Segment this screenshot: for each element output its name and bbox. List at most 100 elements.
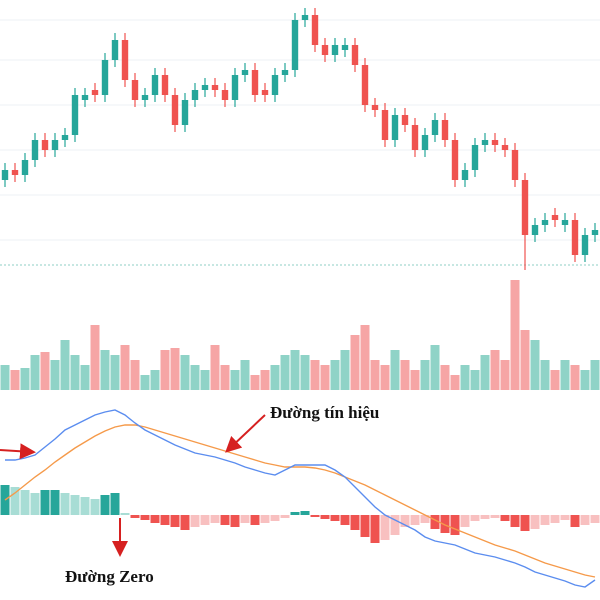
annotation: Đường Zero <box>65 567 154 586</box>
volume-bar <box>190 365 200 390</box>
histogram-bar <box>530 515 540 529</box>
candle-body <box>41 140 49 150</box>
histogram-bar <box>220 515 230 525</box>
volume-bar <box>430 345 440 390</box>
volume-bar <box>10 370 20 390</box>
candle-body <box>121 40 129 80</box>
histogram-bar <box>130 515 140 518</box>
histogram-bar <box>290 512 300 515</box>
candle-body <box>191 90 199 100</box>
volume-bar <box>350 335 360 390</box>
candle-body <box>381 110 389 140</box>
grid <box>0 19 600 241</box>
histogram-bar <box>310 515 320 517</box>
volume-bar <box>540 360 550 390</box>
histogram-bar <box>250 515 260 525</box>
volume-bar <box>40 352 50 390</box>
volume-bar <box>410 370 420 390</box>
volume-bar <box>80 365 90 390</box>
candle-body <box>301 15 309 20</box>
candle-body <box>551 215 559 220</box>
histogram-bar <box>390 515 400 535</box>
candle-body <box>141 95 149 100</box>
candle-body <box>591 230 599 235</box>
histogram-bar <box>340 515 350 525</box>
candle-body <box>161 75 169 95</box>
histogram-bar <box>410 515 420 525</box>
histogram-bar <box>80 497 90 515</box>
histogram-bar <box>560 515 570 520</box>
candle-body <box>431 120 439 135</box>
histogram-bar <box>450 515 460 535</box>
histogram-bar <box>510 515 520 527</box>
histogram-bar <box>570 515 580 527</box>
histogram-bar <box>360 515 370 537</box>
volume-bar <box>300 355 310 390</box>
candle-body <box>261 90 269 95</box>
candle-body <box>71 95 79 135</box>
volume-bar <box>320 365 330 390</box>
volume-bar <box>100 350 110 390</box>
histogram-bar <box>160 515 170 525</box>
volume-bar <box>160 350 170 390</box>
histogram-bar <box>120 513 130 515</box>
volume-bar <box>200 370 210 390</box>
volume-bar <box>590 360 600 390</box>
candle-body <box>81 95 89 100</box>
candle-body <box>481 140 489 145</box>
volume-bar <box>290 350 300 390</box>
histogram-bar <box>260 515 270 523</box>
candle-body <box>461 170 469 180</box>
candle-body <box>561 220 569 225</box>
volume-bar <box>0 365 10 390</box>
signal-line <box>4 424 596 578</box>
candle-body <box>211 85 219 90</box>
candle-body <box>221 90 229 100</box>
histogram-bar <box>270 515 280 521</box>
candle-body <box>521 180 529 235</box>
volume-bar <box>570 365 580 390</box>
volume-bar <box>560 360 570 390</box>
volume-bar <box>110 355 120 390</box>
candle-body <box>491 140 499 145</box>
candle-body <box>531 225 539 235</box>
marks <box>0 8 600 588</box>
candle-body <box>11 170 19 175</box>
histogram-bar <box>110 493 120 515</box>
histogram-bar <box>330 515 340 521</box>
volume-bar <box>340 350 350 390</box>
histogram-bar <box>50 490 60 515</box>
histogram-bar <box>190 515 200 527</box>
histogram-bar <box>90 499 100 515</box>
volume-bar <box>230 370 240 390</box>
candle-body <box>111 40 119 60</box>
volume-bar <box>20 368 30 390</box>
candle-body <box>581 235 589 255</box>
volume-bar <box>530 340 540 390</box>
histogram-bar <box>170 515 180 527</box>
candle-body <box>411 125 419 150</box>
volume-bar <box>510 280 520 390</box>
volume-bar <box>420 360 430 390</box>
volume-bar <box>220 365 230 390</box>
histogram-bar <box>500 515 510 521</box>
candle-body <box>171 95 179 125</box>
volume-bar <box>580 370 590 390</box>
histogram-bar <box>520 515 530 531</box>
volume-bar <box>50 360 60 390</box>
arrow <box>0 443 36 460</box>
candle-body <box>61 135 69 140</box>
histogram-bar <box>60 493 70 515</box>
histogram-bar <box>540 515 550 525</box>
candle-body <box>361 65 369 105</box>
candle-body <box>151 75 159 95</box>
candle-body <box>401 115 409 125</box>
candle-body <box>251 70 259 95</box>
candle-body <box>101 60 109 95</box>
volume-bar <box>450 375 460 390</box>
histogram-bar <box>140 515 150 520</box>
volume-bar <box>370 360 380 390</box>
candle-body <box>1 170 9 180</box>
volume-bar <box>390 350 400 390</box>
histogram-bar <box>580 515 590 525</box>
